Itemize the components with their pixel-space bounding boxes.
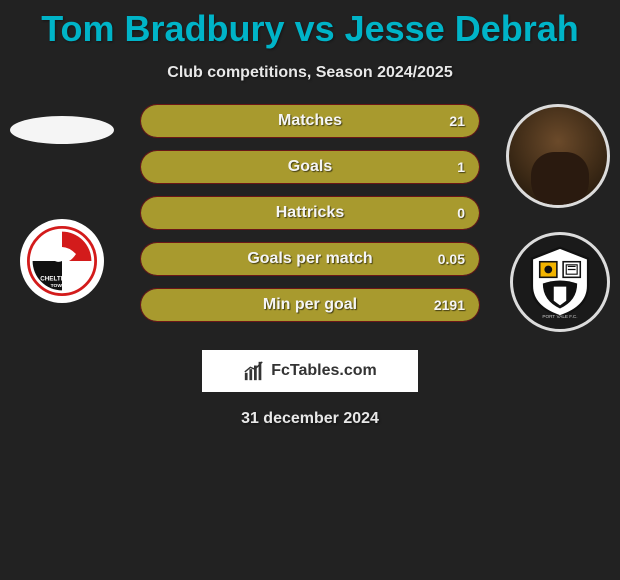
stat-label: Goals per match: [141, 243, 479, 275]
svg-text:CHELTENHAM: CHELTENHAM: [40, 276, 84, 283]
stat-value-right: 1: [457, 151, 465, 183]
date-text: 31 december 2024: [0, 410, 620, 428]
page-title: Tom Bradbury vs Jesse Debrah: [0, 0, 620, 50]
svg-text:TOWN FC: TOWN FC: [51, 283, 74, 289]
club-left-badge: CHELTENHAM TOWN FC: [20, 219, 104, 303]
comparison-area: CHELTENHAM TOWN FC PORT VALE F.C. Matche…: [0, 104, 620, 334]
stat-row: Goals per match0.05: [140, 242, 480, 276]
stat-value-right: 0: [457, 197, 465, 229]
cheltenham-badge-icon: CHELTENHAM TOWN FC: [27, 226, 97, 296]
stat-row: Matches21: [140, 104, 480, 138]
player-right-avatar: [506, 104, 610, 208]
port-vale-badge-icon: PORT VALE F.C.: [521, 243, 599, 321]
chart-icon: [243, 360, 265, 382]
stat-row: Goals1: [140, 150, 480, 184]
stat-value-right: 0.05: [438, 243, 465, 275]
stat-bars: Matches21 Goals1 Hattricks0 Goals per match…: [140, 104, 480, 334]
svg-text:PORT VALE F.C.: PORT VALE F.C.: [542, 314, 577, 319]
stat-row: Hattricks0: [140, 196, 480, 230]
page-subtitle: Club competitions, Season 2024/2025: [0, 64, 620, 82]
brand-badge: FcTables.com: [202, 350, 418, 392]
stat-label: Goals: [141, 151, 479, 183]
stat-label: Min per goal: [141, 289, 479, 321]
stat-label: Hattricks: [141, 197, 479, 229]
player-left-avatar: [10, 116, 114, 144]
club-right-badge: PORT VALE F.C.: [510, 232, 610, 332]
stat-value-right: 2191: [434, 289, 465, 321]
stat-label: Matches: [141, 105, 479, 137]
brand-text: FcTables.com: [271, 362, 377, 380]
stat-row: Min per goal2191: [140, 288, 480, 322]
stat-value-right: 21: [449, 105, 465, 137]
